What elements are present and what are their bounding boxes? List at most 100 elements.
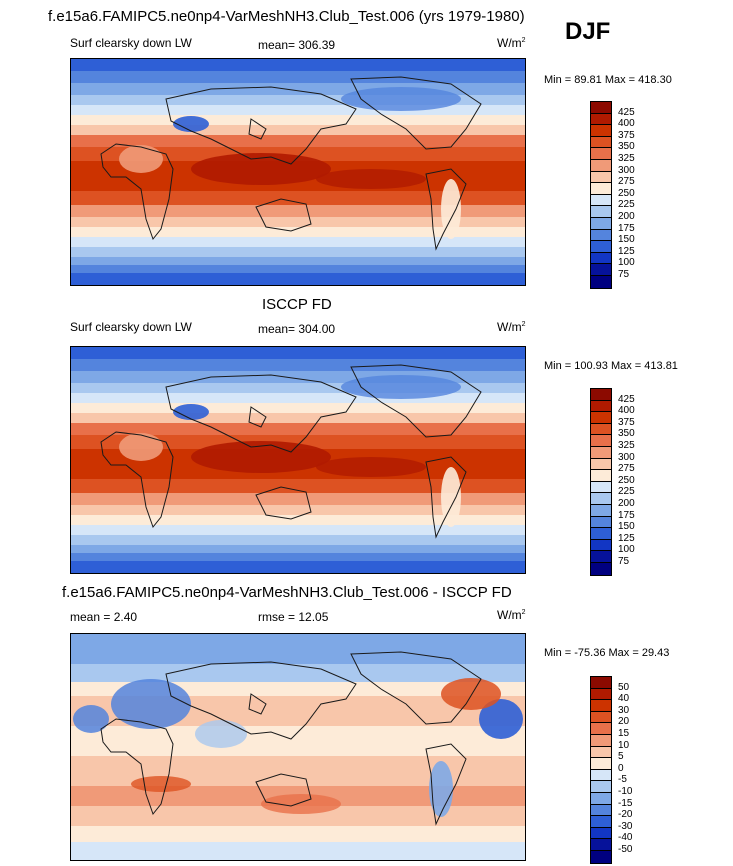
colorbar-segment <box>591 711 611 724</box>
field-band <box>71 826 525 842</box>
colorbar-segment <box>591 551 611 563</box>
colorbar-tick-label: 75 <box>618 269 630 280</box>
season-label: DJF <box>565 18 611 45</box>
colorbar-segment <box>591 458 611 471</box>
field-band <box>71 359 525 371</box>
field-blob <box>441 467 461 527</box>
field-band <box>71 371 525 383</box>
field-band <box>71 413 525 423</box>
field-band <box>71 806 525 826</box>
coastline <box>350 364 482 438</box>
colorbar-tick-label: 100 <box>618 544 635 556</box>
colorbar-segment <box>591 746 611 759</box>
colorbar-tick-label: 350 <box>618 428 635 440</box>
field-band <box>71 842 525 860</box>
field-band <box>71 393 525 403</box>
field-band <box>71 525 525 535</box>
panel-3-colorbar <box>590 676 612 864</box>
colorbar-segment <box>591 700 611 712</box>
field-blob <box>191 441 331 473</box>
colorbar-tick-label: 300 <box>618 451 635 463</box>
panel-2-units: W/m2 <box>497 320 526 334</box>
field-blob <box>441 179 461 239</box>
panel-2-title: ISCCP FD <box>262 296 332 313</box>
field-band <box>71 535 525 545</box>
field-band <box>71 147 525 161</box>
coastline <box>425 456 467 539</box>
colorbar-tick-label: -15 <box>618 797 633 809</box>
colorbar-tick-label: 400 <box>618 405 635 417</box>
coastline <box>350 76 482 150</box>
colorbar-tick-label: 425 <box>618 393 635 405</box>
colorbar-tick-label: 20 <box>618 716 630 728</box>
coastline <box>248 118 267 140</box>
colorbar-segment <box>591 758 611 770</box>
colorbar-segment <box>591 562 611 575</box>
field-blob <box>119 145 163 173</box>
colorbar-segment <box>591 159 611 172</box>
panel-2-minmax: Min = 100.93 Max = 413.81 <box>544 360 678 372</box>
colorbar-tick-label: 375 <box>618 416 635 428</box>
colorbar-tick-label: 175 <box>618 509 635 521</box>
colorbar-segment <box>591 102 611 114</box>
panel-3-rmse: rmse = 12.05 <box>258 610 329 624</box>
field-band <box>71 435 525 449</box>
panel-2-variable: Surf clearsky down LW <box>70 320 192 334</box>
field-blob <box>173 116 209 132</box>
colorbar-tick-label: 325 <box>618 440 635 451</box>
field-blob <box>341 375 461 399</box>
field-blob <box>316 169 426 189</box>
colorbar-segment <box>591 539 611 552</box>
colorbar-tick-label: 125 <box>618 245 635 257</box>
field-band <box>71 493 525 505</box>
colorbar-segment <box>591 264 611 276</box>
panel-1-minmax: Min = 89.81 Max = 418.30 <box>544 74 672 86</box>
colorbar-tick-label: 0 <box>618 762 624 774</box>
colorbar-segment <box>591 677 611 689</box>
field-band <box>71 237 525 247</box>
field-band <box>71 561 525 573</box>
field-band <box>71 347 525 359</box>
coastline <box>350 651 482 725</box>
field-band <box>71 726 525 756</box>
colorbar-segment <box>591 241 611 253</box>
colorbar-segment <box>591 481 611 494</box>
colorbar-segment <box>591 252 611 265</box>
colorbar-segment <box>591 792 611 805</box>
coastline <box>248 406 267 428</box>
colorbar-segment <box>591 136 611 149</box>
field-blob <box>131 776 191 792</box>
colorbar-tick-label: 225 <box>618 486 635 498</box>
panel-1-title: f.e15a6.FAMIPC5.ne0np4-VarMeshNH3.Club_T… <box>48 8 525 25</box>
colorbar-tick-label: 250 <box>618 474 635 486</box>
colorbar-segment <box>591 493 611 505</box>
field-band <box>71 247 525 257</box>
coastline <box>425 743 467 826</box>
colorbar-tick-label: 125 <box>618 532 635 544</box>
colorbar-segment <box>591 839 611 851</box>
coastline <box>165 661 357 740</box>
coastline <box>165 374 357 453</box>
field-band <box>71 205 525 217</box>
colorbar-segment <box>591 781 611 793</box>
field-band <box>71 105 525 115</box>
colorbar-tick-label: -30 <box>618 820 633 832</box>
colorbar-tick-label: 325 <box>618 153 635 164</box>
field-band <box>71 553 525 561</box>
field-blob <box>341 87 461 111</box>
colorbar-segment <box>591 423 611 436</box>
field-blob <box>316 457 426 477</box>
panel-2-map <box>70 346 526 574</box>
field-band <box>71 479 525 493</box>
field-band <box>71 115 525 125</box>
colorbar-tick-label: 175 <box>618 222 635 234</box>
coastline <box>100 718 174 816</box>
panel-1-colorbar <box>590 101 612 289</box>
colorbar-segment <box>591 194 611 207</box>
field-blob <box>261 794 341 814</box>
field-band <box>71 59 525 71</box>
field-band <box>71 83 525 95</box>
colorbar-tick-label: 200 <box>618 498 635 509</box>
coastline <box>165 86 357 165</box>
colorbar-segment <box>591 275 611 288</box>
